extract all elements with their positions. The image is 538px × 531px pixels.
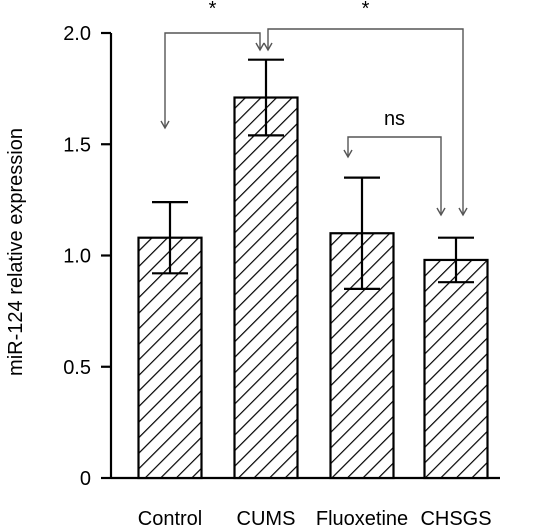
- category-label-cums: CUMS: [237, 508, 296, 530]
- bar-cums: [233, 96, 299, 480]
- y-tick-label: 0: [80, 468, 91, 490]
- y-tick-label: 1.5: [63, 134, 91, 156]
- significance-label: *: [362, 0, 370, 20]
- y-axis: 0 0.5 1.0 1.5 2.0: [63, 23, 113, 490]
- category-labels: Control CUMS Fluoxetine CHSGS: [138, 508, 492, 530]
- category-label-control: Control: [138, 508, 202, 530]
- bracket-control-cums: [164, 32, 261, 128]
- bracket-arrow: [160, 120, 170, 130]
- y-tick-label: 1.0: [63, 246, 91, 268]
- bar-chsgs: [423, 258, 489, 480]
- bracket-cums-chsgs: [267, 28, 464, 215]
- significance-brackets: * * ns: [160, 0, 468, 217]
- y-axis-label: miR-124 relative expression: [5, 128, 27, 376]
- bracket-arrow: [436, 207, 446, 217]
- bracket-arrow: [343, 149, 353, 159]
- category-label-fluoxetine: Fluoxetine: [316, 508, 408, 530]
- significance-label: ns: [384, 108, 405, 130]
- significance-label: *: [209, 0, 217, 20]
- bracket-fluoxetine-chsgs: [347, 136, 442, 215]
- y-tick-label: 2.0: [63, 23, 91, 45]
- bracket-arrow: [458, 207, 468, 217]
- bar-control: [137, 236, 203, 480]
- bracket-arrow: [255, 42, 265, 52]
- category-label-chsgs: CHSGS: [420, 508, 491, 530]
- bracket-arrow: [263, 42, 273, 52]
- error-bars: [152, 58, 474, 290]
- y-tick-label: 0.5: [63, 357, 91, 379]
- bars: [137, 96, 489, 480]
